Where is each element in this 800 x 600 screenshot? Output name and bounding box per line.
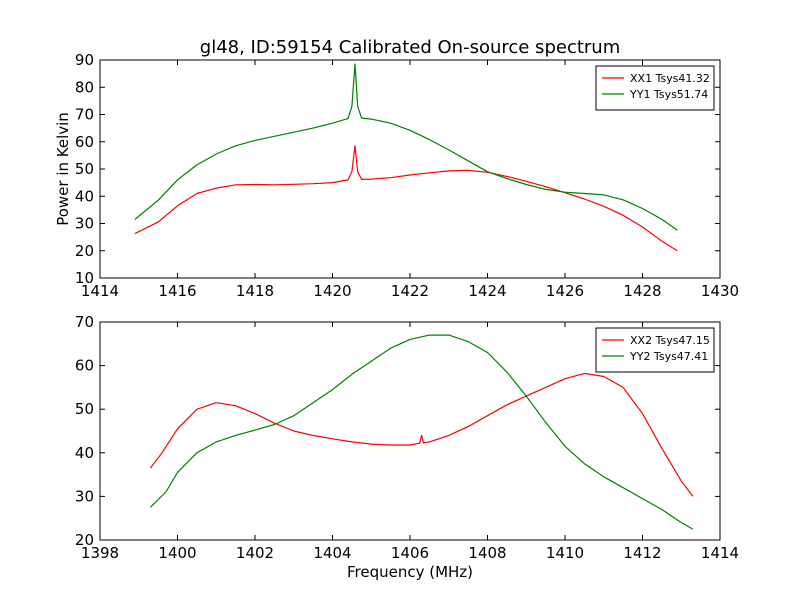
bottom-x-tick-label: 1410	[546, 544, 584, 562]
top-series-line-1	[134, 63, 678, 231]
bottom-legend-box	[595, 327, 715, 373]
top-y-tick-label: 30	[75, 215, 94, 233]
y-axis-label: Power in Kelvin	[54, 112, 72, 226]
top-x-tick-label: 1424	[468, 282, 506, 300]
top-x-tick-label: 1428	[623, 282, 661, 300]
top-x-tick-label: 1414	[81, 282, 119, 300]
bottom-y-tick-label: 40	[75, 444, 94, 462]
chart-title: gl48, ID:59154 Calibrated On-source spec…	[200, 37, 620, 58]
top-y-tick-label: 90	[75, 51, 94, 69]
bottom-x-tick-label: 1404	[313, 544, 351, 562]
top-legend-label: YY1 Tsys51.74	[629, 88, 708, 101]
top-x-tick-label: 1426	[546, 282, 584, 300]
bottom-y-tick-label: 30	[75, 487, 94, 505]
top-legend-label: XX1 Tsys41.32	[630, 72, 710, 85]
top-x-tick-label: 1420	[313, 282, 351, 300]
top-y-tick-label: 40	[75, 187, 94, 205]
bottom-spectrum-panel: 1398 1400 1402 1404 1406 1408 1410 1412 1414 20 30…	[75, 313, 739, 562]
top-y-tick-label: 60	[75, 133, 94, 151]
bottom-y-tick-label: 50	[75, 400, 94, 418]
x-axis-label: Frequency (MHz)	[347, 563, 473, 581]
bottom-legend-label: XX2 Tsys47.15	[630, 334, 710, 347]
bottom-x-tick-label: 1406	[391, 544, 429, 562]
top-y-tick-label: 50	[75, 160, 94, 178]
bottom-x-tick-label: 1414	[701, 544, 739, 562]
top-x-tick-label: 1418	[236, 282, 274, 300]
bottom-y-tick-label: 60	[75, 357, 94, 375]
bottom-y-tick-label: 70	[75, 313, 94, 331]
bottom-x-tick-label: 1412	[623, 544, 661, 562]
bottom-x-tick-label: 1400	[158, 544, 196, 562]
top-y-tick-label: 20	[75, 242, 94, 260]
top-x-tick-label: 1422	[391, 282, 429, 300]
top-legend-box	[595, 65, 715, 111]
bottom-y-tick-label: 20	[75, 531, 94, 549]
top-y-tick-label: 10	[75, 269, 94, 287]
bottom-series-line-1	[149, 334, 694, 530]
bottom-x-tick-label: 1402	[236, 544, 274, 562]
bottom-x-tick-label: 1398	[81, 544, 119, 562]
top-x-tick-label: 1416	[158, 282, 196, 300]
top-y-tick-label: 80	[75, 78, 94, 96]
bottom-series-line-0	[149, 372, 694, 497]
bottom-x-tick-label: 1408	[468, 544, 506, 562]
top-spectrum-panel: 1414 1416 1418 1420 1422 1424 1426 1428 1430 10 20…	[75, 51, 739, 300]
top-y-tick-label: 70	[75, 106, 94, 124]
top-x-tick-label: 1430	[701, 282, 739, 300]
bottom-legend-label: YY2 Tsys47.41	[629, 350, 708, 363]
top-series-line-0	[134, 145, 678, 252]
